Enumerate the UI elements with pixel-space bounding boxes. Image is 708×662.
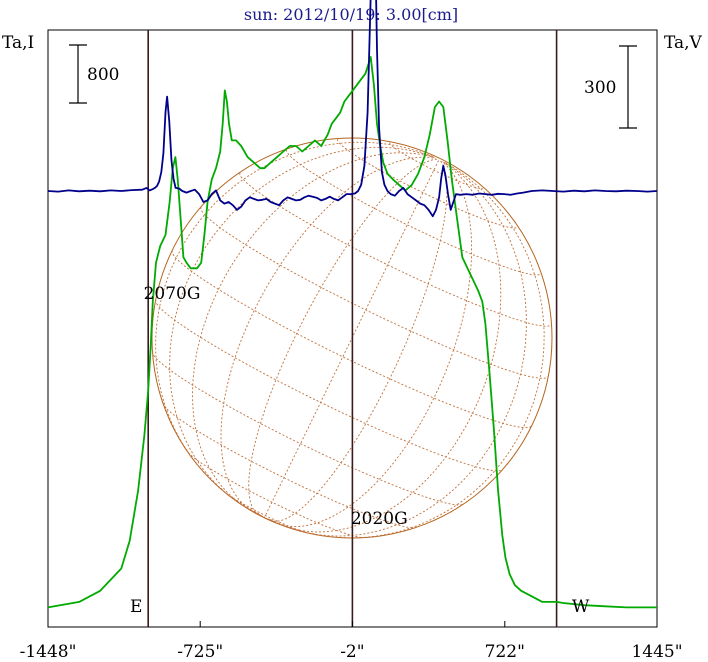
right-scale-bar xyxy=(619,45,637,129)
x-tick-label: -2" xyxy=(340,642,364,662)
x-tick-label: 1445" xyxy=(631,642,682,662)
parallel-line xyxy=(239,172,552,327)
meridian-line xyxy=(155,141,434,515)
left-axis-label: Ta,I xyxy=(2,33,34,53)
parallel-line xyxy=(337,139,518,229)
parallel-line xyxy=(186,449,367,539)
meridian-line xyxy=(192,152,435,516)
series-group xyxy=(47,0,658,609)
solar-disk-grid xyxy=(151,137,553,539)
annotation-label: 2020G xyxy=(351,509,408,529)
chart-title: sun: 2012/10/19: 3.00[cm] xyxy=(244,5,458,24)
annotation-label: 2070G xyxy=(144,284,201,304)
meridian-line xyxy=(267,161,473,528)
left-scale-bar xyxy=(69,44,87,104)
meridian-line xyxy=(265,160,448,522)
meridian-line xyxy=(270,162,545,539)
meridian-line xyxy=(248,158,438,517)
series-line-V xyxy=(47,0,658,218)
meridian-line xyxy=(263,159,440,518)
parallel-line xyxy=(162,402,418,529)
parallel-line xyxy=(286,149,542,276)
parallel-line xyxy=(155,299,504,472)
parallel-line xyxy=(389,142,484,189)
series-line-I xyxy=(47,56,657,609)
right-axis-label: Ta,V xyxy=(664,33,703,53)
right-scale-bar-label: 300 xyxy=(584,78,616,98)
chart-labels: -1448" -725" -2" 722" 1445" E W 2070G 2020G xyxy=(20,284,683,662)
parallel-line xyxy=(220,487,315,535)
x-tick-label: -725" xyxy=(177,642,223,662)
limb-label: E xyxy=(130,597,142,617)
x-tick-label: -1448" xyxy=(20,642,77,662)
parallel-line xyxy=(200,206,549,379)
parallel-line xyxy=(152,351,465,506)
parallel-line xyxy=(171,250,533,429)
left-scale-bar-label: 800 xyxy=(87,65,119,85)
meridian-line xyxy=(268,161,502,533)
meridian-line xyxy=(220,156,436,517)
reference-lines xyxy=(147,30,558,627)
meridian-line xyxy=(169,146,434,515)
limb-label: W xyxy=(572,597,590,617)
x-tick-label: 722" xyxy=(485,642,525,662)
